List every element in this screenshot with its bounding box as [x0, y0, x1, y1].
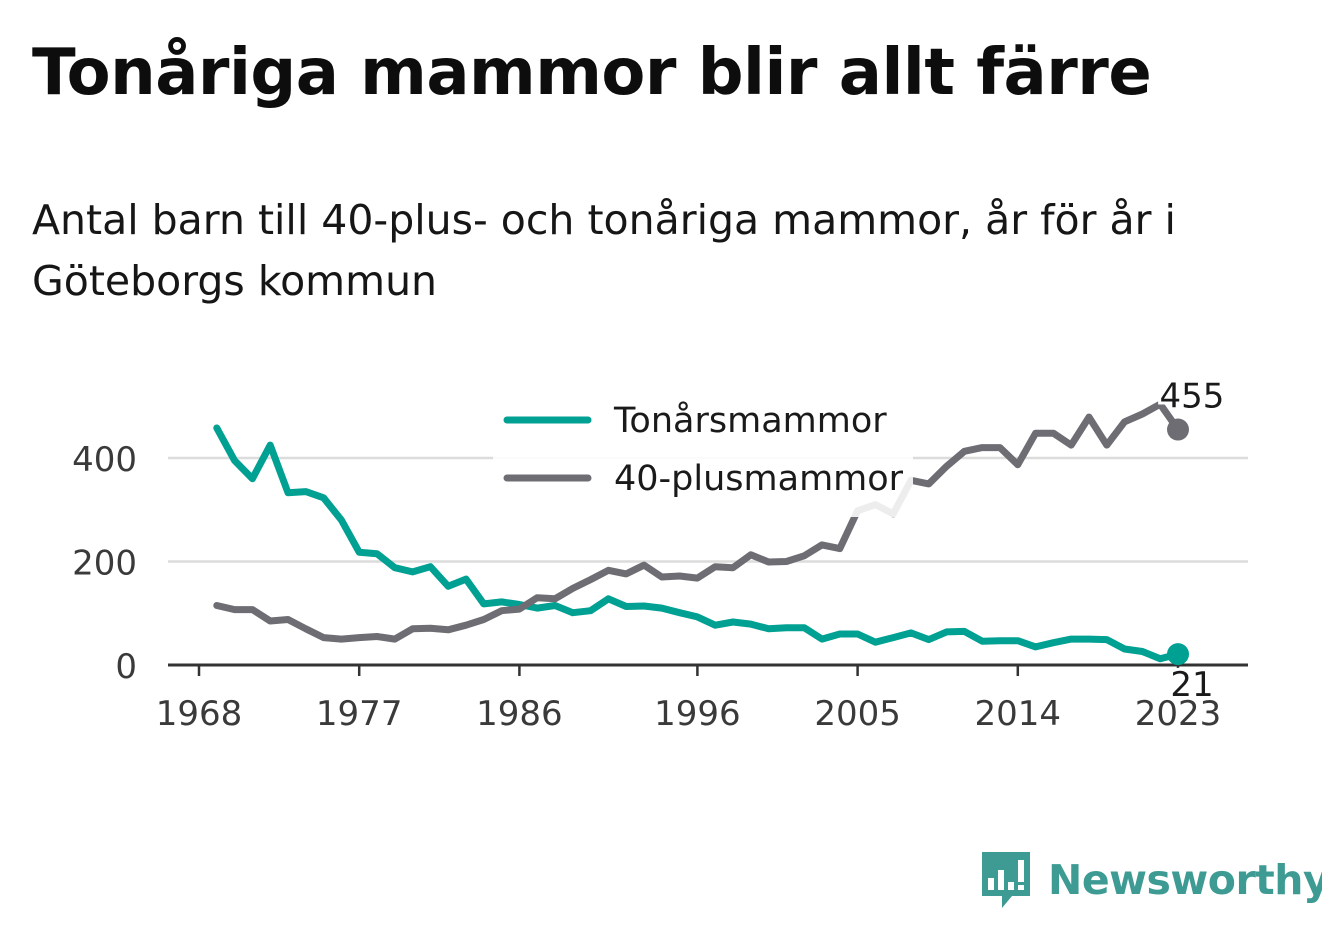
series-end-marker: [1167, 418, 1189, 441]
series-end-label: 21: [1170, 665, 1213, 705]
x-tick-label: 1977: [316, 694, 403, 734]
y-tick-label: 0: [115, 647, 137, 687]
logo-text: Newsworthy: [1048, 856, 1322, 904]
legend-label: Tonårsmammor: [613, 400, 887, 441]
y-tick-label: 400: [72, 440, 137, 480]
x-tick-label: 2023: [1135, 694, 1222, 734]
series-line-1: [213, 424, 1182, 663]
x-tick-label: 2005: [814, 694, 901, 734]
logo-icon: [982, 852, 1030, 908]
chart-subtitle: Antal barn till 40-plus- och tonåriga ma…: [32, 196, 1176, 305]
series-end-marker: [1167, 643, 1189, 666]
series-line-2: [213, 400, 1182, 643]
y-tick-label: 200: [72, 544, 137, 584]
x-tick-label: 1996: [654, 694, 741, 734]
x-tick-label: 1968: [156, 694, 243, 734]
chart-title: Tonåriga mammor blir allt färre: [32, 36, 1152, 110]
newsworthy-logo: Newsworthy: [980, 850, 1322, 910]
legend-label: 40-plusmammor: [614, 459, 904, 499]
x-tick-label: 2014: [975, 694, 1062, 734]
series-end-label: 455: [1160, 377, 1225, 417]
x-tick-label: 1986: [476, 694, 563, 734]
legend-box: [493, 395, 913, 517]
